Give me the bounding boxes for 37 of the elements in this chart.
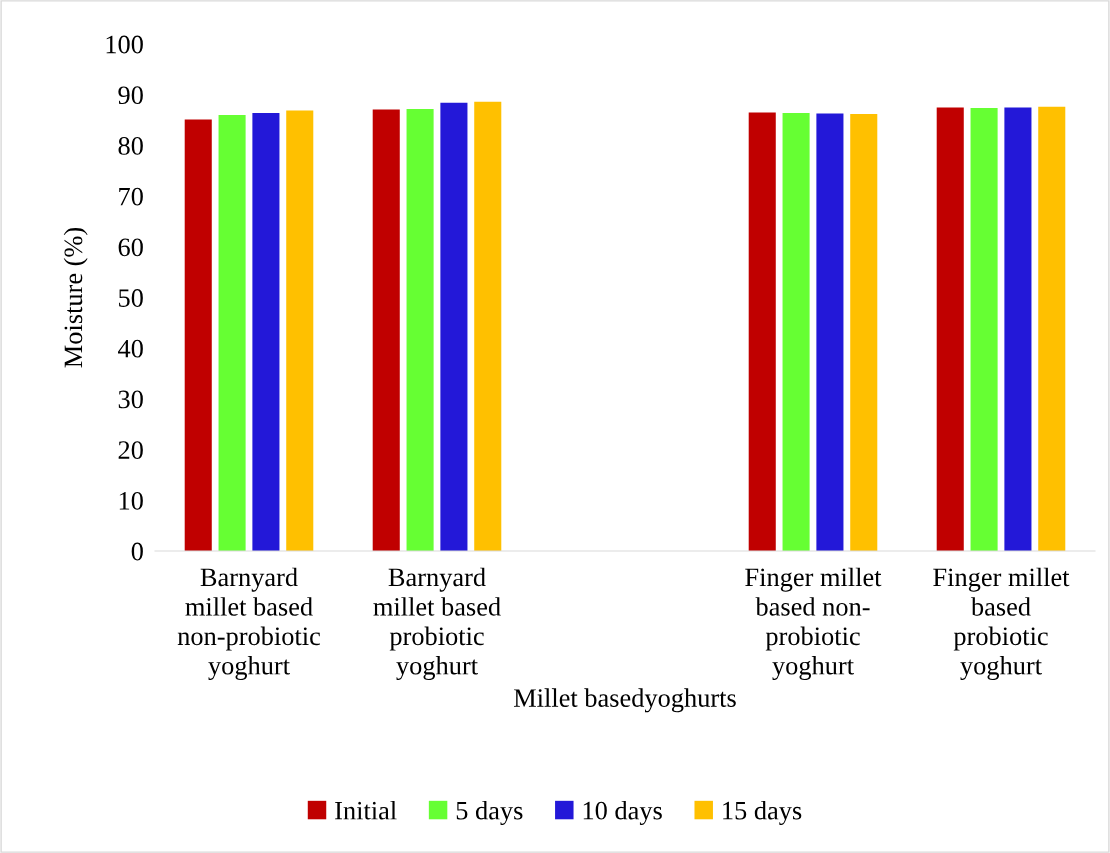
legend-label: 10 days [583,800,662,825]
bar [372,109,400,551]
bar [748,112,776,551]
bar [474,101,502,551]
bar [970,107,998,551]
bar [252,112,280,551]
bar [286,110,314,551]
y-tick-label: 0 [131,542,143,561]
x-tick-label: Barnyard millet based non-probiotic yoghurt [177,567,321,681]
bar [816,113,844,551]
bar [184,119,212,551]
y-axis-title: Moisture (%) [63,227,88,368]
y-tick-label: 20 [118,441,143,460]
x-axis-title: Millet basedyoghurts [513,688,736,713]
bar [1038,106,1066,551]
y-tick-label: 70 [119,187,143,206]
legend-label: 5 days [456,800,523,825]
y-tick-label: 30 [118,390,143,409]
bar [850,113,878,551]
x-tick-label: Finger millet based probiotic yoghurt [933,567,1070,681]
x-tick-label: Finger millet based non- probiotic yoghurt [745,567,882,681]
bar [406,108,434,551]
bar [782,112,810,551]
y-tick-label: 10 [119,491,143,510]
bar [1004,107,1032,551]
legend-label: 15 days [723,800,802,825]
legend-label: Initial [335,800,397,820]
bar [936,107,964,551]
y-tick-label: 40 [118,339,143,358]
bar [440,102,468,551]
x-tick-label: Barnyard millet based probiotic yoghurt [373,567,501,681]
y-tick-label: 90 [118,86,143,105]
y-tick-label: 50 [119,289,143,307]
y-tick-label: 100 [106,35,143,54]
y-tick-label: 60 [118,238,143,257]
y-tick-label: 80 [118,137,143,155]
bar [218,114,246,551]
